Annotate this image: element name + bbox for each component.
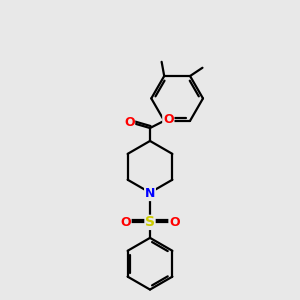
Text: N: N [145, 188, 155, 200]
Text: O: O [169, 216, 180, 229]
Text: O: O [120, 216, 131, 229]
Text: N: N [145, 188, 155, 200]
Text: O: O [124, 116, 135, 129]
Text: O: O [163, 113, 174, 126]
Text: S: S [145, 215, 155, 230]
Text: O: O [163, 113, 174, 126]
